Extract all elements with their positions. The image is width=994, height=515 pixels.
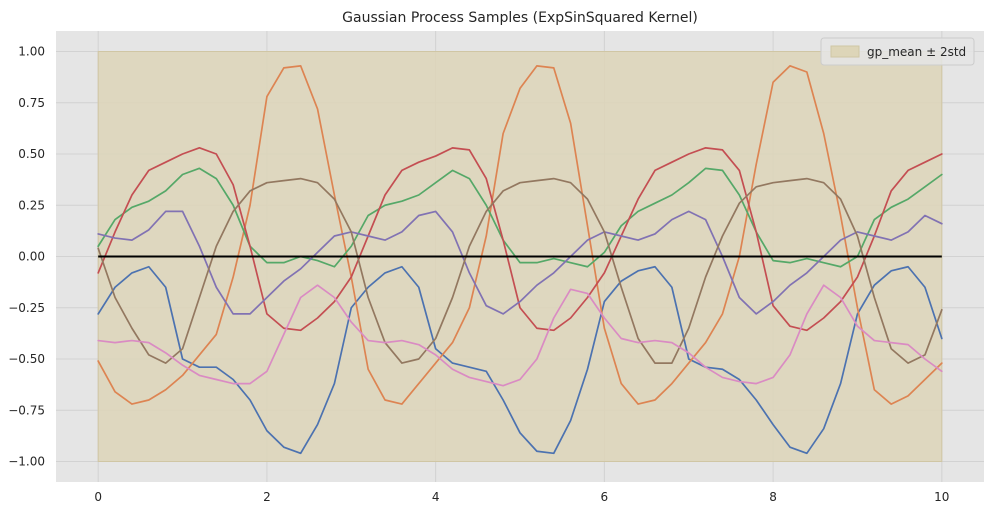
y-tick-label: 0.25	[18, 198, 45, 212]
y-tick-label: 0.50	[18, 147, 45, 161]
x-tick-label: 6	[601, 490, 609, 504]
y-tick-label: −0.75	[8, 403, 45, 417]
y-tick-label: 0.75	[18, 96, 45, 110]
y-tick-label: −0.50	[8, 352, 45, 366]
x-tick-label: 4	[432, 490, 440, 504]
y-tick-label: −1.00	[8, 455, 45, 469]
y-tick-label: −0.25	[8, 301, 45, 315]
x-tick-label: 0	[94, 490, 102, 504]
tick-labels: 0 2 4 6 8 10 −1.00 −0.75 −0.50 −0.25 0.00 0.25 0.50 0…	[8, 45, 949, 505]
series-line-5	[97, 210, 943, 315]
legend-swatch	[830, 45, 860, 58]
legend-label: gp_mean ± 2std	[867, 45, 966, 59]
series-line-2	[97, 64, 943, 405]
series-line-3	[97, 167, 943, 268]
legend: gp_mean ± 2std	[820, 37, 975, 66]
y-tick-label: 1.00	[18, 45, 45, 59]
series-lines	[97, 64, 943, 455]
x-tick-label: 10	[934, 490, 949, 504]
series-line-1	[97, 265, 943, 455]
chart-title: Gaussian Process Samples (ExpSinSquared …	[342, 10, 698, 26]
series-line-7	[97, 284, 943, 387]
legend-frame	[820, 37, 975, 66]
x-tick-label: 8	[769, 490, 777, 504]
series-line-6	[97, 177, 943, 364]
x-tick-label: 2	[263, 490, 271, 504]
y-tick-label: 0.00	[18, 250, 45, 264]
